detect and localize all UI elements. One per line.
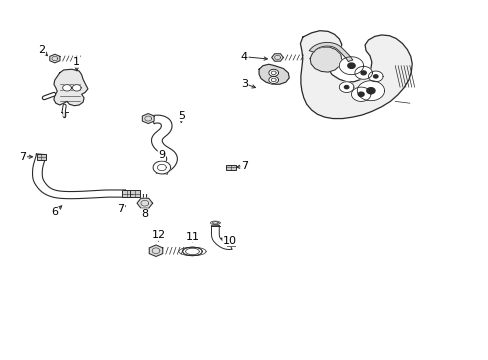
Text: 1: 1 [73, 57, 80, 67]
Polygon shape [137, 198, 152, 208]
Polygon shape [368, 71, 382, 82]
Polygon shape [309, 42, 352, 62]
Polygon shape [339, 82, 353, 93]
FancyBboxPatch shape [225, 165, 235, 170]
Polygon shape [373, 75, 377, 78]
Polygon shape [150, 115, 177, 174]
Text: 6: 6 [51, 207, 58, 217]
Polygon shape [300, 31, 411, 118]
Polygon shape [339, 57, 363, 75]
Polygon shape [72, 85, 81, 91]
Polygon shape [259, 64, 288, 84]
Polygon shape [268, 69, 278, 76]
Text: 7: 7 [19, 152, 26, 162]
Text: 3: 3 [241, 78, 247, 89]
Text: 9: 9 [158, 150, 165, 160]
Text: 11: 11 [185, 232, 199, 242]
Polygon shape [153, 161, 170, 174]
FancyBboxPatch shape [130, 190, 140, 197]
Polygon shape [271, 54, 283, 61]
Polygon shape [32, 154, 125, 199]
Text: 7: 7 [241, 161, 247, 171]
Polygon shape [211, 226, 231, 249]
Polygon shape [366, 88, 374, 94]
FancyBboxPatch shape [122, 190, 131, 197]
Text: 12: 12 [151, 230, 165, 240]
Text: 2: 2 [38, 45, 45, 55]
Polygon shape [54, 69, 88, 106]
Text: 4: 4 [241, 52, 247, 62]
Text: 5: 5 [178, 111, 184, 121]
Polygon shape [354, 66, 372, 79]
Text: 10: 10 [223, 236, 236, 246]
Polygon shape [358, 92, 364, 96]
Polygon shape [62, 85, 71, 91]
Polygon shape [142, 113, 154, 123]
Polygon shape [50, 54, 60, 63]
Polygon shape [347, 63, 354, 68]
Polygon shape [360, 71, 366, 75]
Polygon shape [344, 86, 348, 89]
Text: 7: 7 [117, 203, 124, 213]
Polygon shape [149, 245, 163, 256]
Text: 8: 8 [141, 209, 147, 219]
FancyBboxPatch shape [37, 154, 45, 159]
Polygon shape [351, 87, 370, 102]
Polygon shape [268, 76, 278, 84]
Polygon shape [357, 81, 384, 101]
Polygon shape [309, 47, 341, 72]
